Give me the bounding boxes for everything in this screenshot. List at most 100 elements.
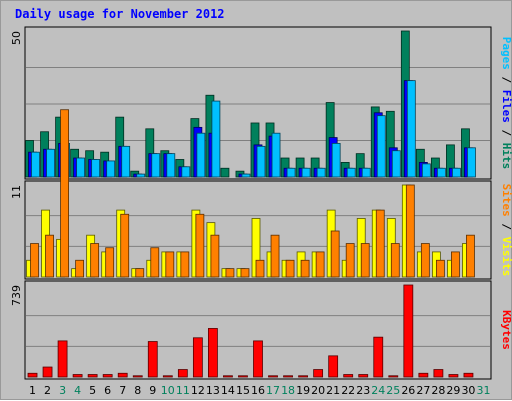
bar-kbytes-day-28 [433, 369, 444, 378]
bar-sites-day-2 [45, 234, 54, 278]
bar-pages-day-13 [211, 100, 221, 178]
x-tick-day-27: 27 [416, 384, 430, 397]
bar-sites-day-13 [210, 234, 220, 278]
bar-pages-day-25 [391, 150, 401, 178]
y-max-label: 11 [10, 185, 23, 199]
x-tick-day-7: 7 [119, 384, 126, 397]
bar-sites-day-19 [300, 259, 310, 278]
bar-kbytes-day-20 [313, 369, 324, 378]
bar-kbytes-day-7 [117, 372, 128, 378]
bar-kbytes-day-30 [463, 372, 474, 378]
bar-sites-day-21 [330, 230, 340, 278]
bar-pages-day-5 [91, 159, 101, 178]
bar-sites-day-18 [285, 259, 295, 278]
panel-top: 50 Pages / Files / Hits [10, 26, 512, 180]
bar-kbytes-day-22 [343, 374, 354, 378]
panel-bot: 739 KBytes [10, 280, 512, 380]
bar-kbytes-day-9 [147, 341, 158, 378]
bar-sites-day-8 [135, 268, 145, 278]
panel-legend: Sites / Visits [500, 184, 512, 277]
x-tick-day-5: 5 [89, 384, 96, 397]
bar-sites-day-28 [435, 259, 445, 278]
bar-pages-day-24 [376, 115, 386, 178]
bar-kbytes-day-27 [418, 372, 429, 378]
bar-hits-day-14 [220, 167, 230, 178]
x-tick-day-9: 9 [149, 384, 156, 397]
bar-pages-day-8 [136, 173, 146, 178]
legend-entry: KBytes [500, 310, 512, 350]
x-tick-day-2: 2 [44, 384, 51, 397]
bar-kbytes-day-14 [223, 375, 233, 378]
bar-kbytes-day-4 [72, 374, 83, 378]
x-tick-day-10: 10 [161, 384, 175, 397]
bar-pages-day-29 [452, 167, 461, 178]
panel-legend: KBytes [500, 310, 512, 350]
bar-kbytes-day-8 [132, 375, 143, 378]
bar-sites-day-30 [466, 234, 475, 278]
bar-kbytes-day-5 [87, 374, 98, 378]
bar-sites-day-12 [195, 213, 205, 278]
bar-kbytes-day-1 [27, 372, 38, 378]
bar-sites-day-14 [225, 268, 235, 278]
bar-kbytes-day-26 [403, 284, 414, 378]
bar-sites-day-26 [405, 184, 415, 278]
x-tick-day-26: 26 [401, 384, 415, 397]
x-tick-day-25: 25 [386, 384, 400, 397]
bar-pages-day-2 [46, 148, 55, 178]
bar-kbytes-day-17 [268, 375, 278, 378]
x-axis-labels: 1 2 3 4 5 6 7 8 9 10 11 12 13 14 15 16 17 18 19 20 21 22 23 24 2… [29, 384, 490, 397]
bar-pages-day-26 [406, 80, 416, 178]
bar-kbytes-day-10 [162, 375, 173, 378]
bar-sites-day-3 [60, 109, 69, 278]
bar-pages-day-30 [467, 147, 476, 178]
x-tick-day-16: 16 [251, 384, 265, 397]
bar-pages-day-16 [256, 145, 266, 178]
bar-kbytes-day-13 [208, 328, 218, 378]
legend-entry: Files [500, 90, 512, 123]
bar-kbytes-day-25 [388, 375, 399, 378]
x-tick-day-8: 8 [134, 384, 141, 397]
x-tick-day-3: 3 [59, 384, 66, 397]
bar-sites-day-22 [345, 243, 355, 278]
panel-mid: 11 Sites / Visits [10, 109, 512, 280]
bar-sites-day-29 [451, 251, 460, 278]
bar-sites-day-6 [105, 247, 115, 278]
legend-entry: Pages [500, 37, 512, 70]
x-tick-day-17: 17 [266, 384, 280, 397]
bar-pages-day-21 [331, 143, 341, 178]
bar-pages-day-12 [196, 132, 206, 178]
y-max-label: 50 [10, 31, 23, 45]
bar-pages-day-11 [181, 166, 191, 178]
bar-pages-day-22 [346, 167, 356, 178]
bar-kbytes-day-15 [238, 375, 248, 378]
x-tick-day-19: 19 [296, 384, 310, 397]
legend-entry: Hits [500, 143, 512, 170]
x-tick-day-29: 29 [446, 384, 460, 397]
bar-sites-day-5 [90, 243, 100, 278]
x-tick-day-31: 31 [476, 384, 490, 397]
x-tick-day-11: 11 [176, 384, 190, 397]
bar-kbytes-day-2 [42, 366, 53, 378]
bar-sites-day-1 [30, 243, 39, 278]
x-tick-day-12: 12 [191, 384, 205, 397]
legend-entry: Visits [500, 237, 512, 277]
bar-pages-day-17 [271, 132, 281, 178]
x-tick-day-28: 28 [431, 384, 445, 397]
bar-sites-day-24 [375, 209, 385, 278]
bar-sites-day-7 [120, 213, 130, 278]
x-tick-day-6: 6 [104, 384, 111, 397]
bar-pages-day-15 [241, 173, 251, 178]
bar-sites-day-15 [240, 268, 250, 278]
bar-kbytes-day-12 [192, 337, 203, 378]
bar-pages-day-19 [301, 167, 311, 178]
x-tick-day-4: 4 [74, 384, 81, 397]
bar-sites-day-27 [420, 243, 430, 278]
chart-title: Daily usage for November 2012 [15, 7, 225, 21]
x-tick-day-21: 21 [326, 384, 340, 397]
bar-kbytes-day-23 [358, 374, 369, 378]
bar-kbytes-day-18 [283, 375, 293, 378]
bar-pages-day-6 [106, 160, 116, 178]
bar-pages-day-9 [151, 153, 161, 178]
legend-entry: / [500, 217, 512, 237]
